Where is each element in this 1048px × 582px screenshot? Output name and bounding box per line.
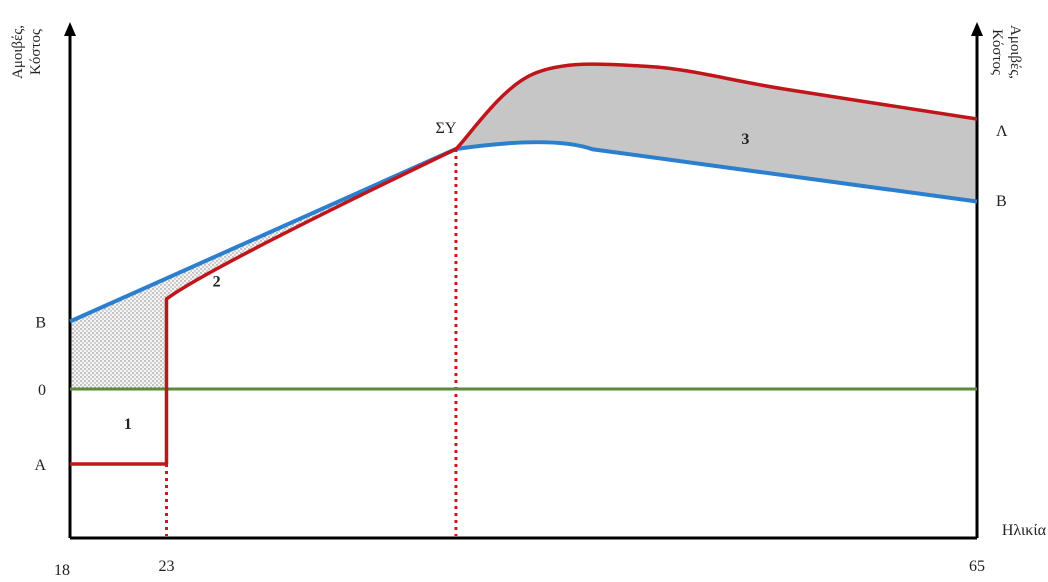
area-label-2: 2 — [213, 273, 221, 290]
left-y-axis-arrow — [64, 22, 76, 36]
left-y-axis-title-line2: Κόστος — [28, 29, 44, 75]
area-label-1: 1 — [124, 416, 132, 433]
right-end-label-blue: B — [996, 193, 1007, 210]
x-tick-label-23: 23 — [158, 558, 174, 575]
x-axis-title: Ηλικία — [1002, 522, 1047, 539]
area-label-3: 3 — [741, 131, 749, 148]
area-3-shading — [455, 64, 977, 202]
right-y-axis-arrow — [971, 22, 983, 36]
crossing-point-label: ΣΥ — [436, 120, 457, 137]
right-end-label-red: Λ — [996, 123, 1008, 140]
y-tick-label-0: 0 — [38, 382, 46, 399]
x-tick-label-65: 65 — [969, 558, 985, 575]
right-y-axis-title-line1: Αμοιβές, — [1007, 25, 1023, 79]
y-tick-label-A: A — [34, 457, 46, 474]
y-tick-label-B: B — [35, 315, 46, 332]
series-line-red — [70, 62, 978, 466]
left-y-axis-title-line1: Αμοιβές, — [10, 25, 26, 79]
right-y-axis-title-line2: Κόστος — [989, 29, 1005, 75]
x-tick-label-18: 18 — [54, 562, 70, 579]
area-2-shading — [70, 149, 456, 389]
series-line-blue — [69, 140, 978, 324]
